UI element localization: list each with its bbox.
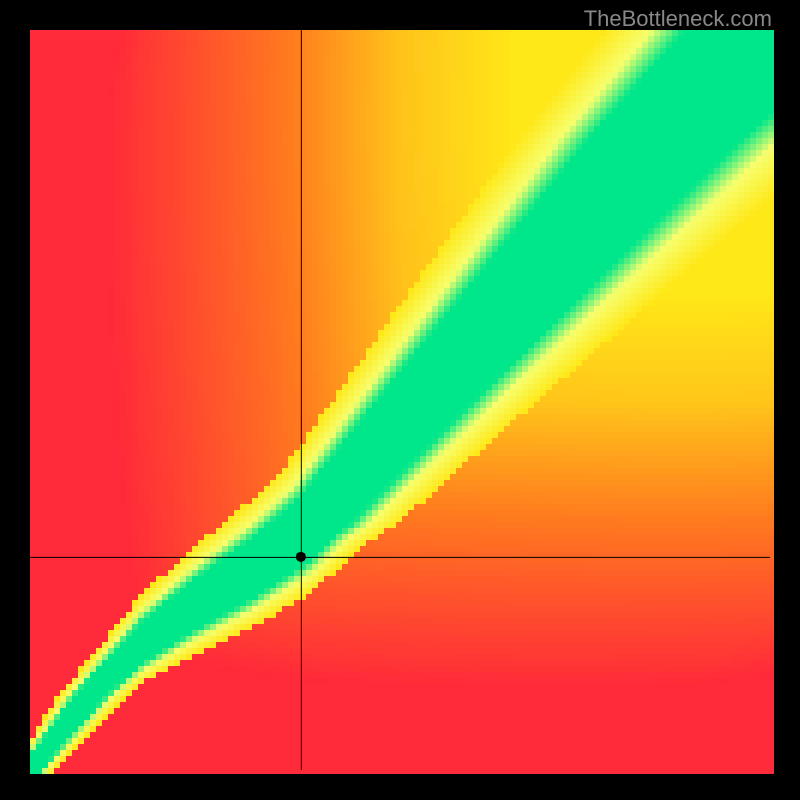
bottleneck-heatmap xyxy=(0,0,800,800)
watermark: TheBottleneck.com xyxy=(584,6,772,32)
chart-container: TheBottleneck.com xyxy=(0,0,800,800)
